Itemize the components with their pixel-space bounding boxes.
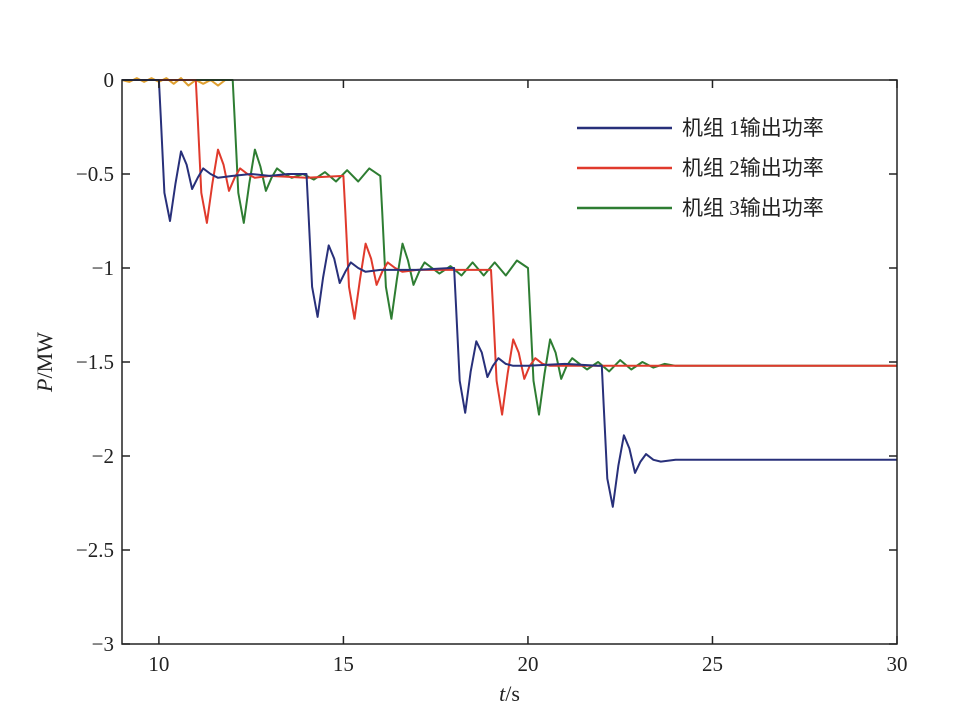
y-axis-label: P/MW — [32, 332, 57, 393]
series-layer — [121, 77, 897, 508]
x-axis-label: t/s — [499, 681, 520, 706]
series-line-2 — [122, 79, 897, 416]
x-tick-label: 25 — [702, 652, 723, 676]
y-axis-label-unit: /MW — [32, 332, 57, 379]
y-tick-label: −3 — [92, 632, 114, 656]
x-axis-label-var: t — [499, 681, 506, 706]
y-axis: 0 −0.5 −1 −1.5 −2 −2.5 −3 — [76, 68, 897, 656]
x-axis: 10 15 20 25 30 — [148, 80, 908, 676]
legend: 机组 1输出功率 机组 2输出功率 机组 3输出功率 — [577, 116, 824, 220]
legend-label-3: 机组 3输出功率 — [682, 196, 824, 220]
legend-label-2: 机组 2输出功率 — [682, 156, 824, 180]
y-tick-label: −1 — [92, 256, 114, 280]
x-axis-label-unit: /s — [505, 681, 520, 706]
y-axis-label-var: P — [32, 379, 57, 393]
x-tick-label: 20 — [517, 652, 538, 676]
y-tick-label: −1.5 — [76, 350, 114, 374]
series-line-1 — [122, 79, 897, 508]
y-tick-label: 0 — [104, 68, 115, 92]
x-tick-label: 15 — [333, 652, 354, 676]
y-tick-label: −2.5 — [76, 538, 114, 562]
y-tick-label: −0.5 — [76, 162, 114, 186]
series-line-3 — [122, 79, 897, 416]
x-tick-label: 10 — [148, 652, 169, 676]
x-tick-label: 30 — [887, 652, 908, 676]
legend-label-1: 机组 1输出功率 — [682, 116, 824, 140]
y-tick-label: −2 — [92, 444, 114, 468]
